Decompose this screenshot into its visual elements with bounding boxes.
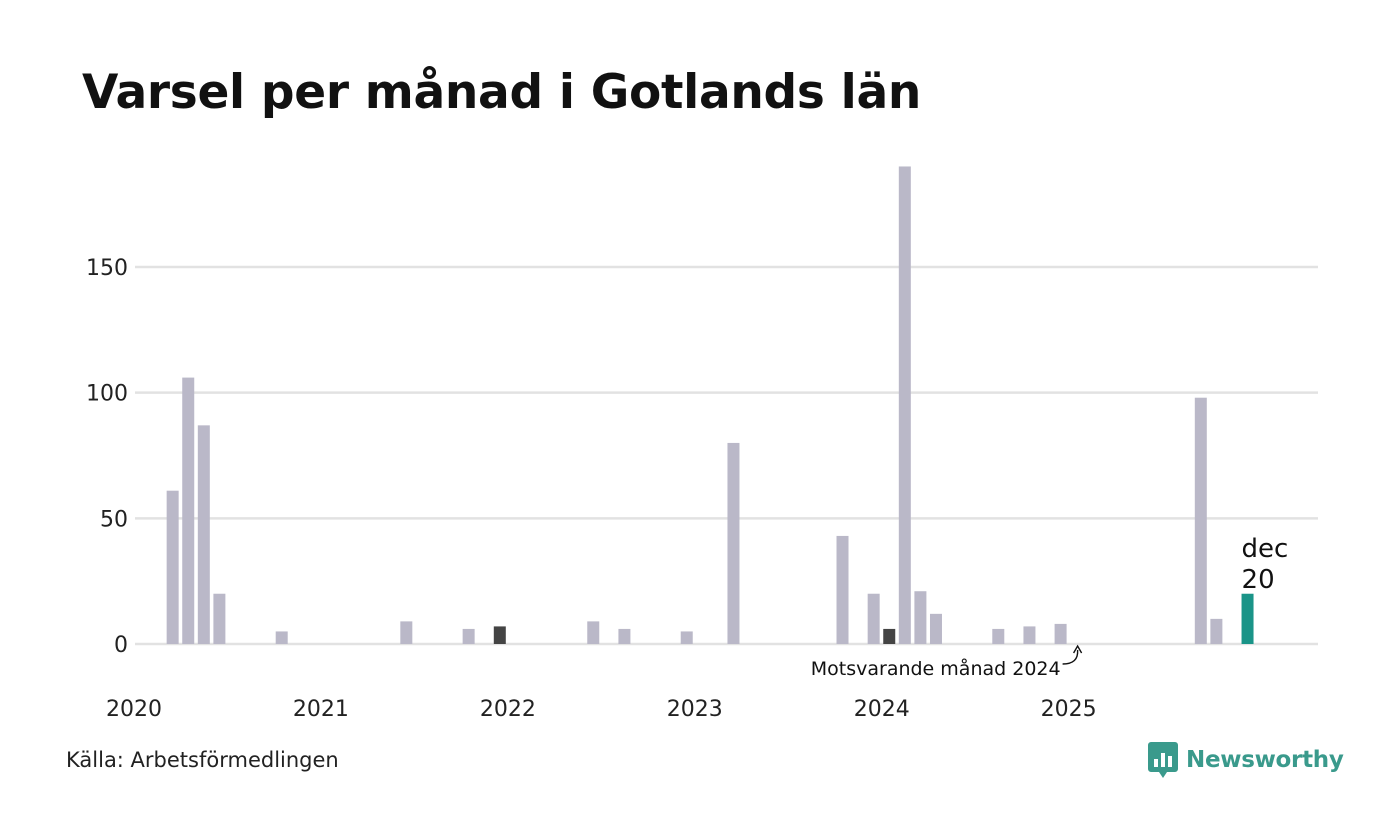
bar-2025-10 — [1210, 618, 1223, 644]
axes: 0 50 100 150 2020 2021 2022 2023 2024 2025 — [86, 256, 1097, 722]
bar-2024-01 — [883, 628, 896, 644]
current-month-label: dec — [1242, 534, 1289, 564]
bar-2020-03 — [166, 490, 179, 644]
bar-2022-12 — [680, 631, 693, 644]
bar-2023-10 — [836, 535, 849, 644]
x-tick-label: 2022 — [480, 697, 536, 722]
y-tick-label: 0 — [114, 633, 128, 658]
x-tick-label: 2025 — [1041, 697, 1097, 722]
bar-2020-06 — [213, 593, 226, 644]
y-tick-label: 100 — [86, 382, 128, 407]
comparison-arrow-head — [1072, 644, 1083, 654]
bar-2022-06 — [587, 621, 600, 644]
newsworthy-logo-icon — [1148, 742, 1178, 778]
bar-2025-09 — [1194, 397, 1207, 644]
bar-2024-04 — [929, 613, 942, 644]
bar-2020-04 — [182, 377, 195, 644]
bars — [166, 166, 1254, 644]
x-tick-label: 2021 — [293, 697, 349, 722]
chart-title: Varsel per månad i Gotlands län — [82, 65, 922, 120]
comparison-label: Motsvarande månad 2024 — [811, 657, 1061, 680]
bar-2024-10 — [1023, 626, 1036, 644]
bar-2024-02 — [898, 166, 911, 644]
x-tick-label: 2024 — [854, 697, 910, 722]
brand-logo: Newsworthy — [1148, 742, 1344, 778]
x-tick-label: 2023 — [667, 697, 723, 722]
y-tick-label: 50 — [100, 507, 128, 532]
bar-2021-06 — [400, 621, 413, 644]
bar-2021-12 — [493, 626, 506, 644]
bar-2023-12 — [867, 593, 880, 644]
bar-2020-05 — [197, 425, 210, 644]
bar-2020-10 — [275, 631, 288, 644]
bar-2021-10 — [462, 628, 475, 644]
x-tick-label: 2020 — [106, 697, 162, 722]
bar-2024-08 — [992, 628, 1005, 644]
gridlines — [135, 265, 1318, 646]
current-value-label: 20 — [1242, 565, 1275, 595]
bar-2022-08 — [618, 628, 631, 644]
bar-2024-03 — [914, 591, 927, 644]
comparison-arrow-line — [1062, 649, 1079, 665]
brand-name: Newsworthy — [1186, 747, 1344, 773]
bar-2025-12 — [1241, 593, 1254, 644]
y-tick-label: 150 — [86, 256, 128, 281]
bar-2023-03 — [727, 442, 740, 644]
source-label: Källa: Arbetsförmedlingen — [66, 748, 339, 772]
bar-2024-12 — [1054, 623, 1067, 644]
